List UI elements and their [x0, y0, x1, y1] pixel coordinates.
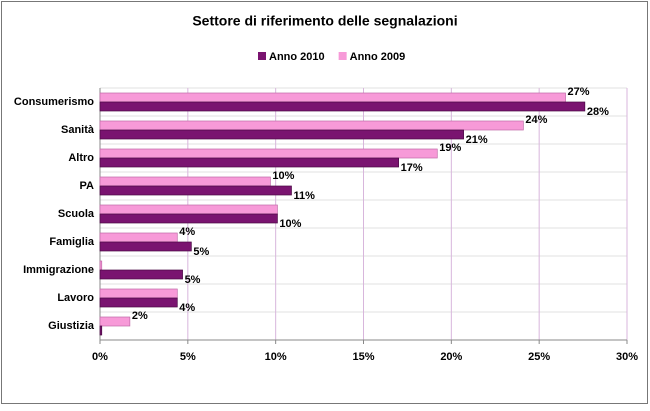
bar [99, 176, 271, 187]
bar [99, 269, 183, 280]
data-label: 10% [272, 170, 294, 182]
y-tick-label: Consumerismo [14, 96, 94, 108]
chart-title: Settore di riferimento delle segnalazion… [192, 13, 457, 29]
bar [99, 129, 464, 140]
data-label: 17% [401, 162, 423, 174]
bar [99, 316, 131, 327]
x-tick-label: 25% [528, 351, 550, 363]
data-label: 10% [279, 218, 301, 230]
y-tick-label: Famiglia [49, 236, 95, 248]
legend-label: Anno 2010 [269, 51, 325, 63]
data-label: 4% [179, 302, 195, 314]
x-tick-label: 10% [265, 351, 287, 363]
y-tick-label: Giustizia [48, 320, 95, 332]
bar [99, 185, 292, 196]
legend-label: Anno 2009 [350, 51, 406, 63]
bar [99, 325, 103, 336]
y-tick-label: Sanità [61, 124, 95, 136]
y-tick-label: Scuola [58, 208, 95, 220]
bar [99, 213, 278, 224]
legend-swatch [338, 52, 347, 60]
bar [99, 232, 178, 243]
bar [99, 260, 103, 271]
data-label: 28% [587, 106, 609, 118]
y-tick-label: PA [80, 180, 95, 192]
bar [99, 148, 438, 159]
legend-swatch [258, 52, 266, 60]
y-tick-label: Lavoro [57, 292, 94, 304]
y-tick-label: Immigrazione [23, 264, 94, 276]
x-tick-label: 0% [92, 351, 108, 363]
data-label: 5% [193, 246, 209, 258]
bar [99, 241, 192, 252]
x-tick-label: 20% [440, 351, 462, 363]
x-tick-label: 30% [616, 351, 638, 363]
bar [99, 101, 586, 112]
bar [99, 204, 278, 215]
x-tick-label: 5% [180, 351, 196, 363]
bar [99, 297, 178, 308]
bar [99, 92, 566, 103]
chart-frame [1, 1, 648, 404]
data-label: 11% [293, 190, 315, 202]
data-label: 24% [525, 114, 547, 126]
bar [99, 120, 524, 131]
bar [99, 288, 178, 299]
y-tick-label: Altro [68, 152, 94, 164]
data-label: 4% [179, 226, 195, 238]
data-label: 19% [439, 142, 461, 154]
x-tick-label: 15% [352, 351, 374, 363]
bar [99, 157, 399, 168]
data-label: 21% [466, 134, 488, 146]
data-label: 27% [568, 86, 590, 98]
data-label: 5% [185, 274, 201, 286]
data-label: 2% [132, 310, 148, 322]
